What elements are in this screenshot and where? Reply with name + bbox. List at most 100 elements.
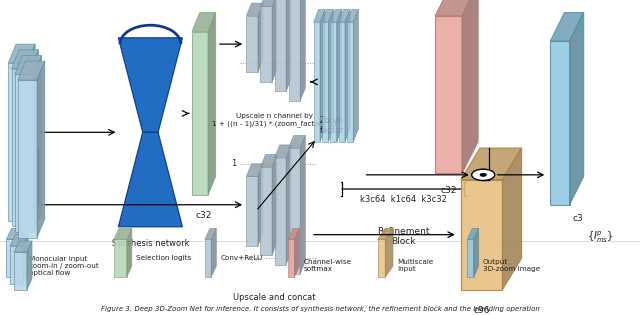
Polygon shape (260, 6, 272, 82)
Circle shape (480, 173, 486, 176)
Polygon shape (300, 0, 305, 101)
Polygon shape (289, 148, 300, 274)
Polygon shape (347, 22, 353, 142)
Polygon shape (378, 228, 393, 239)
Polygon shape (288, 228, 300, 239)
Polygon shape (192, 32, 208, 195)
Text: $Z_{in}$: $Z_{in}$ (573, 0, 589, 3)
Text: c3: c3 (573, 214, 584, 223)
Polygon shape (12, 69, 31, 226)
Polygon shape (337, 9, 342, 142)
Polygon shape (288, 239, 294, 277)
Text: Output
3D-zoom Image: Output 3D-zoom Image (483, 259, 540, 272)
Polygon shape (14, 241, 32, 252)
Text: Conv+ReLU: Conv+ReLU (220, 255, 262, 261)
Polygon shape (246, 3, 263, 16)
Polygon shape (211, 228, 216, 277)
Polygon shape (246, 16, 258, 72)
Polygon shape (15, 55, 42, 74)
Polygon shape (37, 61, 45, 238)
Text: Channel-wise
softmax: Channel-wise softmax (303, 259, 351, 272)
Polygon shape (8, 63, 28, 220)
Polygon shape (10, 235, 28, 246)
Polygon shape (550, 41, 570, 205)
Polygon shape (260, 0, 277, 6)
Polygon shape (205, 228, 216, 239)
Polygon shape (114, 228, 132, 239)
Polygon shape (272, 0, 277, 82)
Polygon shape (6, 228, 24, 239)
Polygon shape (28, 44, 35, 220)
Polygon shape (502, 148, 522, 290)
Text: Selection logits: Selection logits (136, 255, 191, 261)
Polygon shape (289, 135, 305, 148)
Polygon shape (461, 180, 502, 290)
Polygon shape (462, 0, 478, 173)
Polygon shape (474, 228, 479, 277)
Polygon shape (345, 9, 350, 142)
Polygon shape (23, 235, 28, 284)
Polygon shape (289, 0, 300, 101)
Polygon shape (550, 13, 584, 41)
Text: Monocular input
zoom-in / zoom-out
optical flow: Monocular input zoom-in / zoom-out optic… (29, 256, 99, 276)
Polygon shape (320, 9, 325, 142)
Polygon shape (12, 50, 38, 69)
Polygon shape (19, 228, 24, 277)
Polygon shape (15, 74, 34, 232)
Polygon shape (330, 9, 342, 22)
Polygon shape (246, 164, 263, 176)
Polygon shape (286, 145, 291, 265)
Polygon shape (339, 22, 345, 142)
Polygon shape (8, 44, 35, 63)
Text: Upscale and concat: Upscale and concat (234, 293, 316, 302)
Text: Refinement
Block: Refinement Block (377, 227, 429, 246)
Polygon shape (258, 164, 263, 246)
Polygon shape (339, 9, 350, 22)
Text: Upscale n channel by
1 + ((n - 1)/31) * (zoom_factor - 1): Upscale n channel by 1 + ((n - 1)/31) * … (212, 113, 337, 127)
Text: c32: c32 (196, 211, 212, 220)
Polygon shape (570, 13, 584, 205)
Polygon shape (353, 9, 358, 142)
Polygon shape (192, 13, 216, 32)
Polygon shape (246, 176, 258, 246)
Polygon shape (461, 148, 522, 180)
Polygon shape (378, 239, 385, 277)
Text: c7: c7 (15, 236, 26, 245)
Polygon shape (118, 132, 182, 227)
Polygon shape (275, 0, 286, 91)
Text: Figure 3. Deep 3D-Zoom Net for inference. It consists of synthesis network, the : Figure 3. Deep 3D-Zoom Net for inference… (100, 306, 540, 312)
Polygon shape (205, 239, 211, 277)
Polygon shape (260, 167, 272, 255)
Polygon shape (34, 55, 42, 232)
Polygon shape (322, 22, 328, 142)
Polygon shape (347, 9, 358, 22)
Text: 1: 1 (232, 159, 237, 168)
Circle shape (472, 169, 495, 180)
Polygon shape (10, 246, 23, 284)
Polygon shape (275, 145, 291, 158)
Polygon shape (314, 22, 320, 142)
Polygon shape (208, 13, 216, 195)
Polygon shape (328, 9, 333, 142)
Polygon shape (18, 61, 45, 80)
Polygon shape (272, 154, 277, 255)
Polygon shape (118, 38, 182, 132)
Polygon shape (300, 135, 305, 274)
Polygon shape (18, 80, 37, 238)
Polygon shape (258, 3, 263, 72)
Polygon shape (275, 158, 286, 265)
Polygon shape (127, 228, 132, 277)
Polygon shape (330, 22, 337, 142)
Text: Multiscale
Input: Multiscale Input (397, 259, 433, 272)
Text: Synthesis network: Synthesis network (111, 239, 189, 249)
Polygon shape (435, 0, 478, 16)
Polygon shape (286, 0, 291, 91)
Polygon shape (435, 16, 462, 173)
Polygon shape (314, 9, 325, 22)
Polygon shape (6, 239, 19, 277)
Text: c96: c96 (474, 306, 490, 315)
Polygon shape (467, 228, 479, 239)
Polygon shape (114, 239, 127, 277)
Polygon shape (322, 9, 333, 22)
Polygon shape (467, 239, 474, 277)
